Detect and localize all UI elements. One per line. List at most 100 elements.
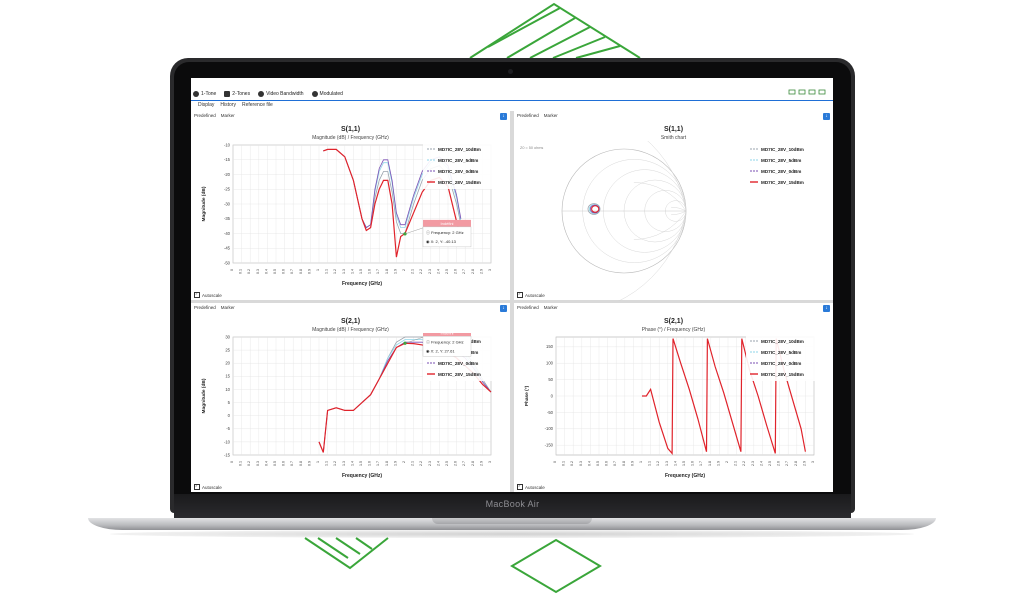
panel-s21-magnitude: Predefined Marker ↓ S(2,1) Magnitude (dB… <box>191 303 510 492</box>
x-tick-label: 2.7 <box>785 461 789 466</box>
x-tick-label: 0.4 <box>264 269 268 274</box>
marker-name: Indéfini <box>441 333 454 335</box>
menu-item-history[interactable]: History <box>220 102 236 108</box>
autoscale-label: Autoscale <box>202 292 222 298</box>
autoscale-label: Autoscale <box>525 292 545 298</box>
x-tick-label: 2.2 <box>419 461 423 466</box>
x-tick-label: 0.3 <box>579 461 583 466</box>
toolbar-button-2-tones[interactable]: 2-Tones <box>224 91 250 97</box>
smith-reactance-arc <box>633 210 687 240</box>
legend-entry: MD7IC_28V_15dBm <box>761 372 804 377</box>
x-tick-label: 0.8 <box>622 461 626 466</box>
x-tick-label: 1.7 <box>699 461 703 466</box>
toolbar-divider <box>191 100 833 101</box>
marker-coordinates: ◉ X: 2, Y: -40.13 <box>426 239 457 244</box>
chart-title: S(1,1) <box>340 126 361 133</box>
laptop-base <box>88 518 936 530</box>
x-tick-label: 2.7 <box>462 461 466 466</box>
x-tick-label: 0.5 <box>596 461 600 466</box>
x-axis-label: Frequency (GHz) <box>342 281 382 287</box>
x-tick-label: 0.2 <box>247 269 251 274</box>
laptop-notch <box>432 518 592 524</box>
panel-tabs: Predefined Marker <box>517 113 558 118</box>
x-tick-label: 2.3 <box>428 269 432 274</box>
tab-predefined[interactable]: Predefined <box>517 113 539 118</box>
checkbox-icon <box>194 291 200 298</box>
x-tick-label: 1.8 <box>385 461 389 466</box>
menu-bar: Display History Reference file <box>191 102 833 110</box>
x-tick-label: 0.6 <box>282 461 286 466</box>
x-tick-label: 2.7 <box>462 269 466 274</box>
x-tick-label: 1.5 <box>682 461 686 466</box>
panel-tabs: Predefined Marker <box>194 305 235 310</box>
y-tick-label: 50 <box>548 377 553 382</box>
x-tick-label: 1.4 <box>673 461 677 466</box>
x-tick-label: 2 <box>402 269 406 271</box>
y-axis-label: Magnitude (dB) <box>201 378 207 413</box>
pin-icon[interactable]: ↓ <box>500 113 507 120</box>
x-tick-label: 0.4 <box>264 461 268 466</box>
x-tick-label: 2.3 <box>751 461 755 466</box>
toolbar-button-1-tone[interactable]: 1-Tone <box>193 91 216 97</box>
autoscale-checkbox[interactable]: Autoscale <box>194 483 222 490</box>
marker-body <box>422 336 472 357</box>
legend-entry: MD7IC_28V_15dBm <box>438 372 481 377</box>
panel-tabs: Predefined Marker <box>517 305 558 310</box>
x-tick-label: 1.6 <box>691 461 695 466</box>
x-tick-label: 2.4 <box>436 461 440 466</box>
x-axis-label: Frequency (GHz) <box>342 473 382 479</box>
tab-predefined[interactable]: Predefined <box>517 305 539 310</box>
menu-item-display[interactable]: Display <box>198 102 215 108</box>
y-tick-label: -5 <box>226 426 230 431</box>
x-tick-label: 0.8 <box>299 461 303 466</box>
y-tick-label: 150 <box>546 344 554 349</box>
tab-predefined[interactable]: Predefined <box>194 113 216 118</box>
x-tick-label: 1.2 <box>333 269 337 274</box>
autoscale-checkbox[interactable]: Autoscale <box>517 483 545 490</box>
y-tick-label: -10 <box>224 439 231 444</box>
video-bandwidth-icon <box>258 91 265 97</box>
menu-item-reference-file[interactable]: Reference file <box>241 102 273 108</box>
y-tick-label: 25 <box>225 348 230 353</box>
tab-marker[interactable]: Marker <box>543 113 558 118</box>
y-tick-label: -50 <box>224 260 231 265</box>
marker-frequency: ⓘ Frequency: 2 GHz <box>426 229 464 235</box>
toolbar-button-modulated[interactable]: Modulated <box>311 91 343 97</box>
pin-icon[interactable]: ↓ <box>500 305 507 312</box>
x-tick-label: 0.3 <box>256 269 260 274</box>
y-tick-label: 10 <box>225 387 230 392</box>
window-controls[interactable] <box>787 88 827 98</box>
x-tick-label: 0.9 <box>630 461 634 466</box>
x-tick-label: 1.6 <box>368 461 372 466</box>
x-tick-label: 1 <box>316 269 320 271</box>
autoscale-checkbox[interactable]: Autoscale <box>517 291 545 298</box>
x-tick-label: 1.1 <box>325 269 329 274</box>
x-tick-label: 1.8 <box>385 269 389 274</box>
y-tick-label: -100 <box>545 426 554 431</box>
tab-marker[interactable]: Marker <box>220 113 235 118</box>
autoscale-checkbox[interactable]: Autoscale <box>194 291 222 298</box>
x-tick-label: 0.7 <box>290 269 294 274</box>
tab-marker[interactable]: Marker <box>543 305 558 310</box>
x-axis-label: Frequency (GHz) <box>665 473 705 479</box>
smith-trace <box>591 205 600 213</box>
x-tick-label: 2.5 <box>445 461 449 466</box>
x-tick-label: 1.9 <box>393 461 397 466</box>
x-tick-label: 2 <box>725 461 729 463</box>
x-tick-label: 2.1 <box>411 461 415 466</box>
magnitude-chart: 0 0.1 0.2 0.3 0.4 0.5 0.6 0.7 0.8 0.9 1 1.1 1.2 1.3 1.… <box>201 142 505 287</box>
legend-entry: MD7IC_28V_5dBm <box>761 158 801 163</box>
tab-marker[interactable]: Marker <box>220 305 235 310</box>
pin-icon[interactable]: ↓ <box>823 305 830 312</box>
chart-subtitle: Smith chart <box>660 135 687 141</box>
tab-predefined[interactable]: Predefined <box>194 305 216 310</box>
x-tick-label: 1.9 <box>716 461 720 466</box>
toolbar-button-label: 2-Tones <box>232 91 251 97</box>
x-tick-label: 0.7 <box>613 461 617 466</box>
tones-icon <box>224 91 231 97</box>
pin-icon[interactable]: ↓ <box>823 113 830 120</box>
chart-subtitle: Magnitude (dB) / Frequency (GHz) <box>312 327 389 333</box>
toolbar-button-video-bandwidth[interactable]: Video Bandwidth <box>258 91 304 97</box>
panel-s11-smith: Predefined Marker ↓ S(1,1) Smith chart Z… <box>514 111 833 301</box>
